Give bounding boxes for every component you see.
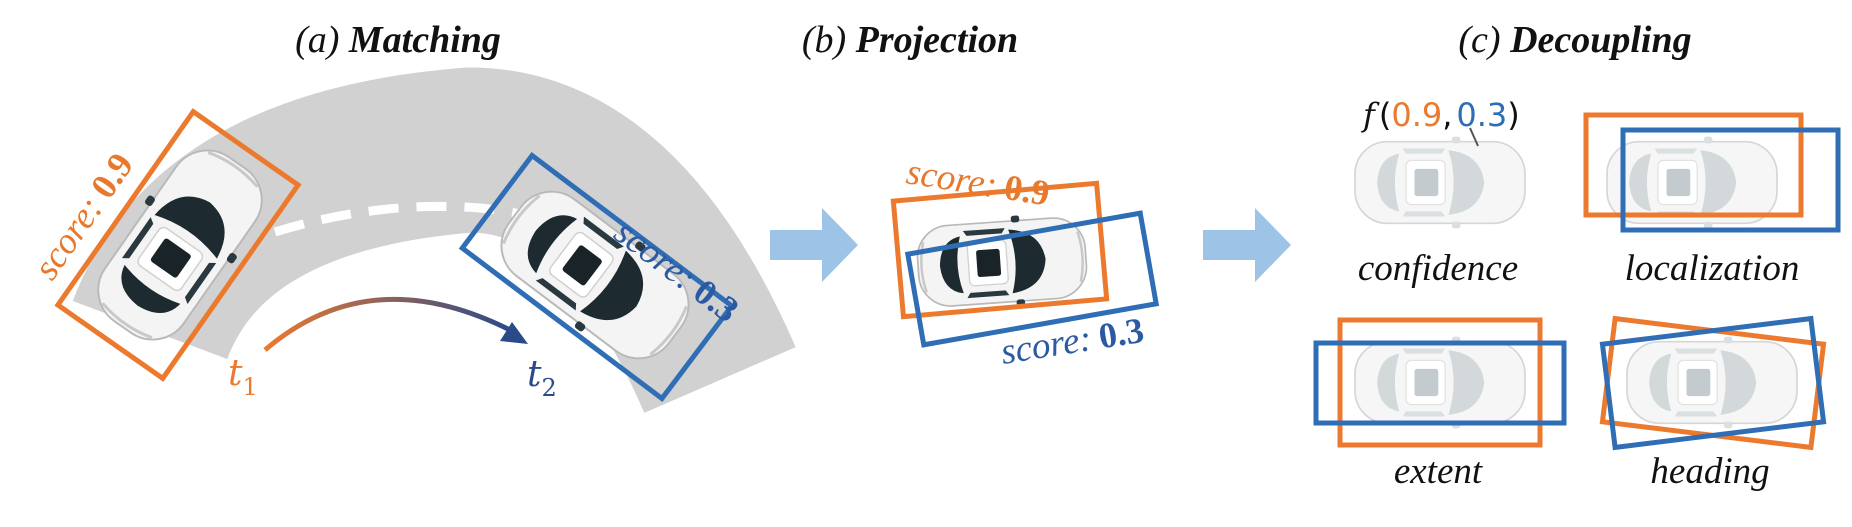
formula-score-a: 0.9 (1391, 96, 1442, 134)
formula-comma: , (1442, 96, 1452, 134)
formula-paren: ( (1379, 96, 1391, 134)
localization-bbox-t1 (1583, 112, 1804, 218)
panel-title-text: Decoupling (1509, 19, 1692, 61)
heading-bbox-t2 (1599, 315, 1827, 451)
localization-bbox-t2 (1620, 127, 1841, 233)
car-icon (1353, 135, 1527, 230)
panel-prefix: (b) (802, 19, 856, 61)
label-extent: extent (1394, 451, 1484, 492)
decoupling-panel: f (0.9, 0.3) confidence localization exten… (1313, 96, 1841, 492)
panel-prefix: (a) (295, 19, 349, 61)
arrow-right-icon (770, 208, 858, 282)
time-label-t1: t1 (228, 353, 258, 401)
score-value: 0.3 (1096, 310, 1147, 357)
car-icon (1626, 335, 1798, 430)
panel-title-decoupling: (c) Decoupling (1458, 19, 1691, 61)
time-sub: 2 (541, 374, 556, 402)
localization-cell: localization (1583, 112, 1841, 289)
formula-paren: ) (1507, 96, 1519, 134)
time-sub: 1 (242, 373, 257, 401)
car-icon (1354, 335, 1526, 430)
panel-title-text: Matching (348, 19, 501, 61)
projection-score-t1: score:0.9 (904, 151, 1053, 214)
curved-arrow-head (500, 322, 528, 344)
arrow-right-icon (1203, 208, 1291, 282)
projection-panel: score:0.9 score:0.3 (890, 151, 1160, 373)
formula-fn: f (1361, 96, 1380, 134)
time-label-t2: t2 (527, 354, 557, 402)
bbox-t1 (54, 108, 302, 382)
extent-bbox-t2 (1313, 340, 1567, 426)
panel-title-projection: (b) Projection (802, 19, 1018, 61)
label-localization: localization (1625, 248, 1800, 289)
score-value: 0.9 (1002, 167, 1053, 214)
label-confidence: confidence (1358, 248, 1518, 289)
matching-panel: score:0.9 score:0.3 t1 t2 (26, 67, 796, 414)
panel-prefix: (c) (1458, 19, 1510, 61)
extent-bbox-t1 (1337, 317, 1543, 448)
projected-bbox-t1 (890, 180, 1110, 320)
confidence-cell: confidence (1353, 127, 1527, 289)
fusion-formula: f (0.9, 0.3) (1361, 96, 1520, 134)
formula-pointer (1469, 127, 1479, 147)
heading-cell: heading (1599, 315, 1827, 492)
curved-arrow-icon (263, 296, 512, 352)
projected-bbox-t2 (904, 210, 1160, 348)
time-base: t (527, 354, 542, 395)
formula-score-b: 0.3 (1456, 96, 1507, 134)
label-heading: heading (1650, 451, 1769, 492)
panel-title-text: Projection (855, 19, 1019, 61)
panel-title-matching: (a) Matching (295, 19, 501, 61)
bbox-t2 (458, 151, 736, 403)
score-word: score: (998, 318, 1094, 373)
time-base: t (228, 353, 243, 394)
extent-cell: extent (1313, 317, 1567, 492)
